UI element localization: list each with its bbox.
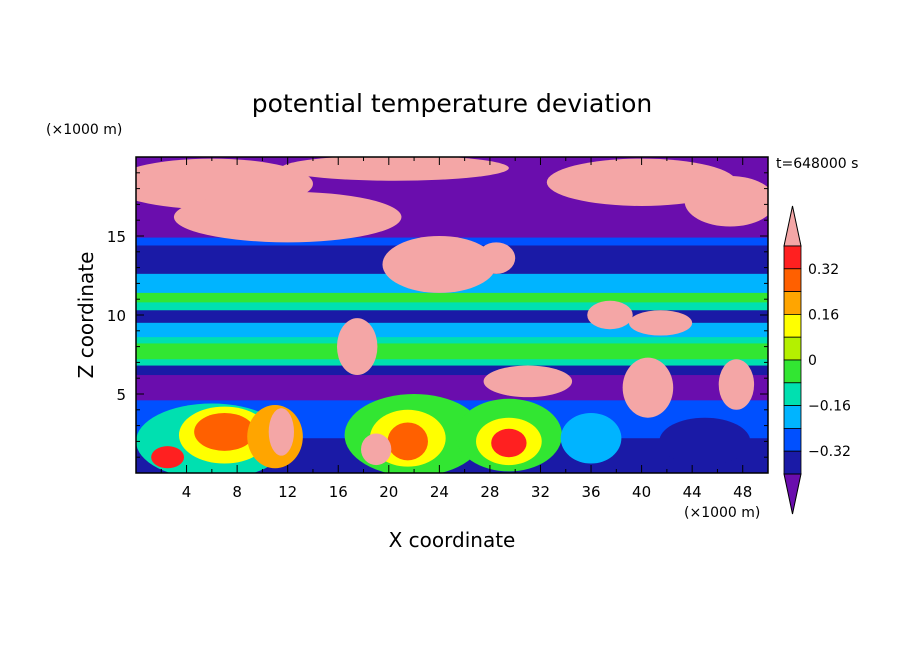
contour-blob: [173, 191, 402, 243]
contour-blob: [684, 175, 768, 227]
x-tick-label: 44: [683, 483, 702, 501]
colorbar-segment: [783, 313, 802, 338]
x-tick-label: 20: [379, 483, 398, 501]
colorbar-segment: [783, 405, 802, 429]
x-tick-label: 12: [278, 483, 297, 501]
y-tick-label: 15: [107, 228, 126, 246]
contour-blob: [483, 365, 573, 398]
colorbar-segment: [783, 291, 802, 315]
contour-blob: [194, 412, 255, 451]
x-tick-label: 8: [232, 483, 242, 501]
contour-blob: [628, 310, 693, 336]
y-axis-label: Z coordinate: [74, 252, 98, 379]
colorbar-min-arrow: [783, 473, 802, 515]
y-tick-label: 10: [107, 307, 126, 325]
colorbar-label: 0: [808, 353, 817, 369]
x-tick-label: 16: [329, 483, 348, 501]
contour-blob: [622, 357, 674, 418]
colorbar-segment: [783, 382, 802, 406]
colorbar: 0.32 0.16 0 −0.16 −0.32: [783, 205, 851, 515]
contour-blob: [718, 359, 755, 410]
colorbar-segment: [783, 268, 802, 292]
contour-blob: [281, 157, 509, 181]
x-axis-label: X coordinate: [389, 528, 516, 552]
colorbar-segment: [783, 450, 802, 475]
x-unit-label: (×1000 m): [684, 505, 760, 521]
y-unit-label: (×1000 m): [46, 122, 122, 138]
contour-field: [136, 157, 768, 473]
contour-blob: [477, 242, 516, 274]
contour-blob: [659, 417, 751, 466]
y-tick-label: 5: [116, 386, 126, 404]
chart-title: potential temperature deviation: [252, 89, 652, 118]
colorbar-segment: [783, 245, 802, 270]
contour-blob: [560, 412, 622, 464]
contour-band: [136, 365, 768, 376]
contour-blob: [491, 428, 527, 458]
colorbar-segment: [783, 336, 802, 361]
colorbar-segment: [783, 359, 802, 384]
time-label: t=648000 s: [776, 156, 858, 172]
contour-blob: [151, 446, 185, 469]
colorbar-label: 0.16: [808, 307, 839, 323]
colorbar-label: 0.32: [808, 262, 839, 278]
contour-blob: [268, 408, 294, 456]
colorbar-segment: [783, 427, 802, 452]
colorbar-label: −0.16: [808, 399, 851, 415]
x-tick-label: 36: [581, 483, 600, 501]
x-tick-label: 24: [430, 483, 449, 501]
x-tick-label: 40: [632, 483, 651, 501]
contour-blob: [360, 433, 392, 466]
y-axis: 5 10 15: [107, 156, 768, 474]
contour-blob: [382, 236, 497, 293]
colorbar-label: −0.32: [808, 444, 851, 460]
x-tick-label: 32: [531, 483, 550, 501]
x-tick-label: 28: [480, 483, 499, 501]
contour-blob: [336, 318, 378, 376]
contour-blob: [587, 300, 633, 330]
colorbar-max-arrow: [783, 205, 802, 247]
contour-band: [136, 343, 768, 360]
contour-band: [136, 292, 768, 303]
x-tick-label: 48: [733, 483, 752, 501]
x-tick-label: 4: [182, 483, 192, 501]
contour-blob: [387, 422, 428, 461]
x-axis: 4 8 12 16 20 24 28 32 36 40 44 48: [135, 157, 769, 501]
